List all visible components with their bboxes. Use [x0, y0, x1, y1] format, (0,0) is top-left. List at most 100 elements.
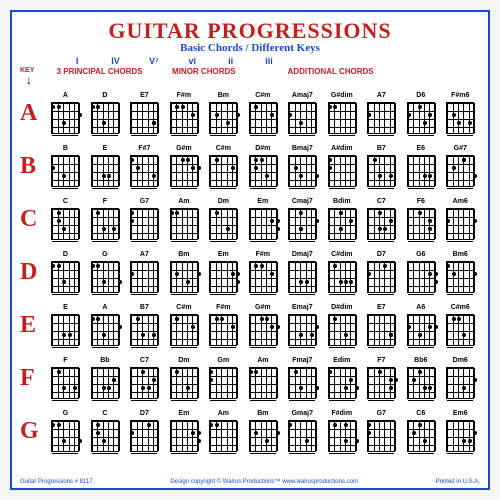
chord-diagram: [366, 100, 396, 136]
chord-diagram: [287, 100, 317, 136]
chord-name: Gmaj7: [292, 410, 313, 418]
chord-cell: D7: [125, 410, 164, 454]
chord-name: A: [63, 92, 68, 100]
chord-diagram: [90, 365, 120, 401]
chord-name: Bm: [257, 410, 268, 418]
chord-diagram: [129, 100, 159, 136]
chord-cell: C: [46, 198, 85, 242]
chord-row: EEAB7C#mF#mG#mEmaj7D#dimE7A6C#m6: [20, 299, 480, 352]
chord-name: B: [63, 145, 68, 153]
chord-name: D7: [377, 251, 386, 259]
chord-name: D6: [416, 92, 425, 100]
key-letter: B: [20, 153, 46, 180]
footer: Guitar Progressions # 8117 Design copyri…: [20, 479, 480, 485]
chord-diagram: [327, 153, 357, 189]
chord-diagram: [366, 312, 396, 348]
chord-diagram: [327, 312, 357, 348]
key-letter: D: [20, 259, 46, 286]
chord-cell: Emaj7: [283, 304, 322, 348]
chord-cell: Fmaj7: [283, 357, 322, 401]
chord-cell: F6: [401, 198, 440, 242]
chord-cell: Edim: [322, 357, 361, 401]
chord-name: A6: [416, 304, 425, 312]
chord-cell: Em: [164, 410, 203, 454]
chord-cell: Amaj7: [283, 92, 322, 136]
chord-cell: A6: [401, 304, 440, 348]
chord-diagram: [406, 312, 436, 348]
chord-name: C#m6: [451, 304, 470, 312]
chord-diagram: [50, 312, 80, 348]
chord-name: G#7: [454, 145, 467, 153]
chord-diagram: [445, 365, 475, 401]
key-header: KEY ↓: [20, 67, 57, 86]
chord-diagram: [129, 312, 159, 348]
chord-diagram: [90, 206, 120, 242]
chord-diagram: [208, 312, 238, 348]
chord-cell: F#7: [125, 145, 164, 189]
chord-name: F#7: [138, 145, 150, 153]
chord-name: Am6: [453, 198, 468, 206]
chord-cell: E: [46, 304, 85, 348]
chord-name: C#m: [255, 92, 270, 100]
chord-name: Cmaj7: [292, 198, 313, 206]
chord-diagram: [287, 365, 317, 401]
chord-diagram: [406, 418, 436, 454]
chord-name: D: [102, 92, 107, 100]
chord-name: F#dim: [331, 410, 352, 418]
key-letter: E: [20, 312, 46, 339]
chord-cell: G7: [125, 198, 164, 242]
chord-cell: Gm: [204, 357, 243, 401]
chord-diagram: [208, 153, 238, 189]
chord-cell: A: [85, 304, 124, 348]
chord-diagram: [50, 365, 80, 401]
chord-name: Bb6: [414, 357, 427, 365]
chord-name: C7: [140, 357, 149, 365]
chord-name: D7: [140, 410, 149, 418]
chord-cell: D: [46, 251, 85, 295]
chord-name: Gm: [218, 357, 230, 365]
chord-cell: C#m6: [441, 304, 480, 348]
section-label-principal: 3 PRINCIPAL CHORDS: [57, 67, 172, 76]
chord-cell: Cmaj7: [283, 198, 322, 242]
chord-name: Am: [218, 410, 229, 418]
chord-cell: F: [85, 198, 124, 242]
chord-cell: C: [85, 410, 124, 454]
chord-diagram: [327, 259, 357, 295]
chord-name: E7: [377, 304, 386, 312]
chord-diagram: [208, 206, 238, 242]
chord-diagram: [248, 100, 278, 136]
chord-diagram: [248, 259, 278, 295]
chord-cell: Am: [243, 357, 282, 401]
chord-name: E: [63, 304, 68, 312]
chord-name: E7: [140, 92, 149, 100]
chord-diagram: [366, 418, 396, 454]
chord-name: C6: [416, 410, 425, 418]
chords-grid: AADE7F#mBmC#mAmaj7G#dimA7D6F#m6BBEF#7G#m…: [20, 87, 480, 458]
chord-diagram: [90, 153, 120, 189]
chord-name: C#dim: [331, 251, 352, 259]
chord-name: F: [103, 198, 107, 206]
chord-name: Dm6: [453, 357, 468, 365]
chord-row: FFBbC7DmGmAmFmaj7EdimF7Bb6Dm6: [20, 352, 480, 405]
chord-name: Fmaj7: [292, 357, 312, 365]
chord-cell: D6: [401, 92, 440, 136]
chord-cell: D7: [362, 251, 401, 295]
chord-cell: G#m: [243, 304, 282, 348]
chord-name: F#m: [177, 92, 191, 100]
chord-row: BBEF#7G#mC#mD#mBmaj7A#dimB7E6G#7: [20, 140, 480, 193]
chord-cell: A: [46, 92, 85, 136]
chord-cell: B7: [125, 304, 164, 348]
roman-numeral: vi: [173, 56, 211, 66]
chord-name: G: [63, 410, 68, 418]
chord-name: G7: [140, 198, 149, 206]
chord-name: Em6: [453, 410, 468, 418]
chord-diagram: [287, 259, 317, 295]
chord-name: Em: [218, 251, 229, 259]
chord-row: AADE7F#mBmC#mAmaj7G#dimA7D6F#m6: [20, 87, 480, 140]
chord-diagram: [50, 153, 80, 189]
chord-name: Bdim: [333, 198, 351, 206]
chord-name: B7: [377, 145, 386, 153]
chord-cell: D#dim: [322, 304, 361, 348]
chord-cell: Bmaj7: [283, 145, 322, 189]
chord-cell: F#dim: [322, 410, 361, 454]
